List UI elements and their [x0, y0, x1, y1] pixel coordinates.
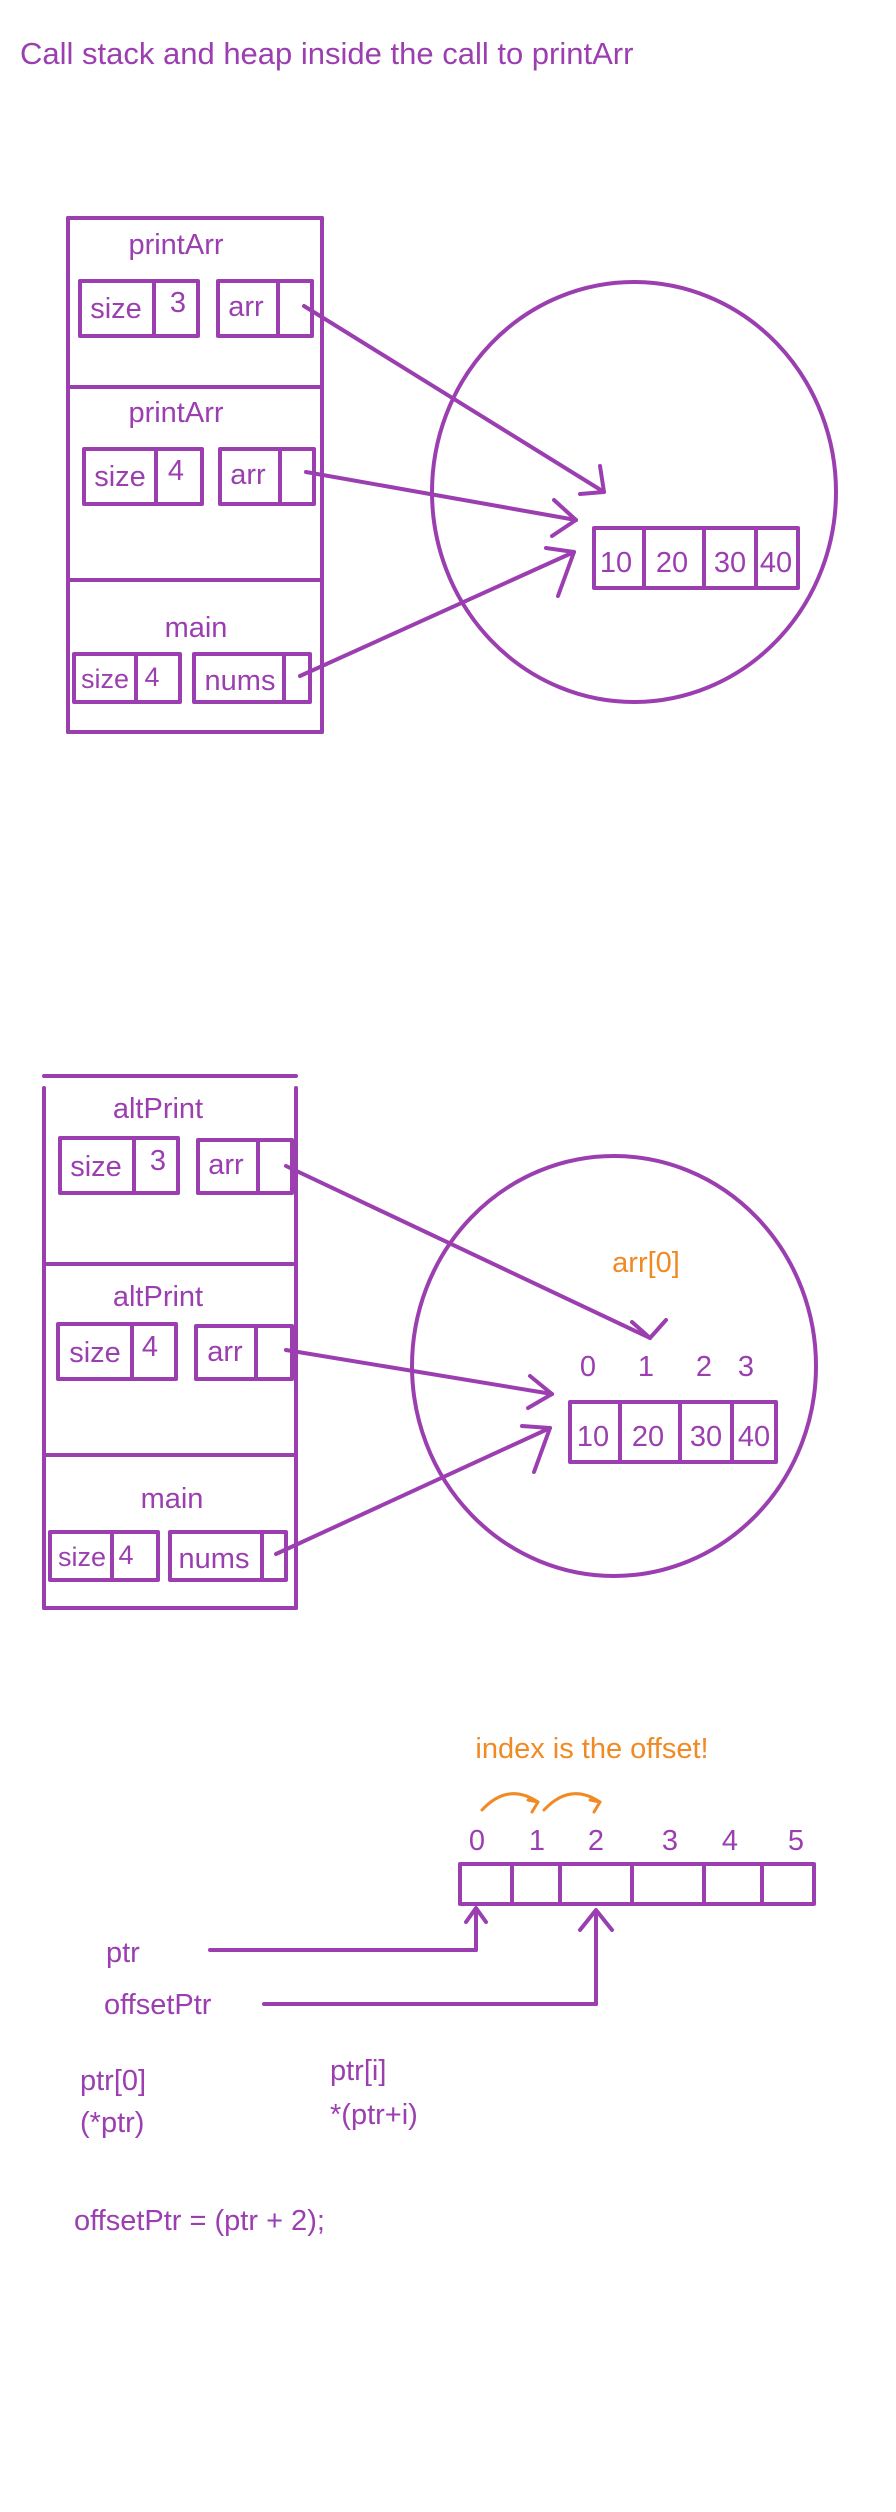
pointer-variable-box: [216, 279, 314, 338]
stack-frame: printArr size 4 arr: [82, 397, 316, 506]
pointer-arrow: [262, 1908, 614, 2006]
array-cell: 40: [738, 1421, 770, 1453]
variable-label: size: [69, 1337, 121, 1369]
stack-frame: main size 4 nums: [48, 1483, 288, 1582]
pointer-offset-diagram: index is the offset! 0 1 2 3 4 5 ptr: [74, 1733, 816, 2237]
call-stack-diagram-2: altPrint size 3 arr altPrint size 4 arr …: [42, 1074, 818, 1610]
index-label: 3: [738, 1351, 754, 1383]
size-variable-box: [78, 279, 200, 338]
index-label: 2: [588, 1825, 604, 1857]
index-label: 2: [696, 1351, 712, 1383]
index-label: 0: [580, 1351, 596, 1383]
pointer-label: nums: [205, 665, 276, 697]
array-index-labels: 0 1 2 3 4 5: [469, 1825, 804, 1857]
expression: ptr[i]: [330, 2055, 386, 2087]
pointer-label: arr: [208, 1149, 244, 1181]
pointer-arrow: [208, 1906, 488, 1952]
frame-name: altPrint: [113, 1281, 203, 1313]
stack-frame: printArr size 3 arr: [78, 229, 314, 338]
array-cell: 10: [577, 1421, 609, 1453]
frame-name: printArr: [128, 397, 223, 429]
assignment-statement: offsetPtr = (ptr + 2);: [74, 2205, 325, 2237]
expression: *(ptr+i): [330, 2099, 418, 2131]
variable-value: 4: [142, 1331, 158, 1363]
variable-value: 4: [168, 455, 184, 487]
index-label: 1: [529, 1825, 545, 1857]
array-cell: 20: [632, 1421, 664, 1453]
pointer-arrow: [284, 1164, 668, 1340]
pointer-label: arr: [228, 291, 264, 323]
frame-name: main: [165, 612, 228, 644]
array-cell: 20: [656, 547, 688, 579]
index-label: 5: [788, 1825, 804, 1857]
pointer-arrow: [298, 546, 576, 678]
heap-array: 10 20 30 40: [568, 1400, 778, 1464]
pointer-label: nums: [179, 1543, 250, 1575]
variable-value: 4: [144, 662, 159, 692]
size-variable-box: [72, 652, 182, 704]
size-variable-box: [58, 1136, 180, 1195]
ptr-label: ptr: [106, 1937, 140, 1969]
array-index-labels: 0 1 2 3: [580, 1351, 754, 1383]
array-cell: 10: [600, 547, 632, 579]
heap-array: 10 20 30 40: [592, 526, 800, 590]
index-label: 0: [469, 1825, 485, 1857]
expression: ptr[0]: [80, 2065, 146, 2097]
pointer-arrow: [302, 304, 606, 496]
offset-ptr-label: offsetPtr: [104, 1989, 212, 2021]
variable-label: size: [81, 664, 129, 694]
stack-frame: altPrint size 3 arr: [58, 1093, 294, 1195]
heap-circle: [410, 1154, 818, 1578]
pointer-arrow: [284, 1348, 554, 1410]
frame-name: altPrint: [113, 1093, 203, 1125]
pointer-variable-box: [218, 447, 316, 506]
pointer-arrow: [274, 1424, 552, 1556]
index-label: 3: [662, 1825, 678, 1857]
variable-value: 4: [118, 1540, 133, 1570]
stack-frame: main size 4 nums: [72, 612, 312, 704]
pointer-label: arr: [230, 459, 266, 491]
frame-name: main: [141, 1483, 204, 1515]
offset-hop-arrows: [480, 1792, 602, 1814]
index-label: 4: [722, 1825, 738, 1857]
array-cell: 30: [714, 547, 746, 579]
stack-frame: altPrint size 4 arr: [56, 1281, 294, 1381]
offset-note: index is the offset!: [475, 1733, 708, 1765]
pointer-variable-box: [196, 1138, 294, 1195]
variable-label: size: [70, 1151, 122, 1183]
expression: (*ptr): [80, 2107, 144, 2139]
stack-2-outline: [42, 1074, 298, 1610]
variable-value: 3: [170, 287, 186, 319]
array-cell: 40: [760, 547, 792, 579]
array-cell: 30: [690, 1421, 722, 1453]
memory-array: [458, 1862, 816, 1906]
size-variable-box: [82, 447, 204, 506]
size-variable-box: [56, 1322, 178, 1381]
page-title: Call stack and heap inside the call to p…: [20, 36, 633, 71]
variable-label: size: [58, 1542, 106, 1572]
frame-name: printArr: [128, 229, 223, 261]
pointer-variable-box: [168, 1530, 288, 1582]
size-variable-box: [48, 1530, 160, 1582]
heap-circle: [430, 280, 838, 704]
element-label: arr[0]: [612, 1247, 680, 1279]
variable-value: 3: [150, 1145, 166, 1177]
variable-label: size: [90, 293, 142, 325]
variable-label: size: [94, 461, 146, 493]
pointer-variable-box: [192, 652, 312, 704]
pointer-label: arr: [207, 1336, 243, 1368]
pointer-arrow: [304, 470, 578, 538]
call-stack-diagram-1: printArr size 3 arr printArr size 4 arr …: [66, 216, 838, 734]
index-label: 1: [638, 1351, 654, 1383]
